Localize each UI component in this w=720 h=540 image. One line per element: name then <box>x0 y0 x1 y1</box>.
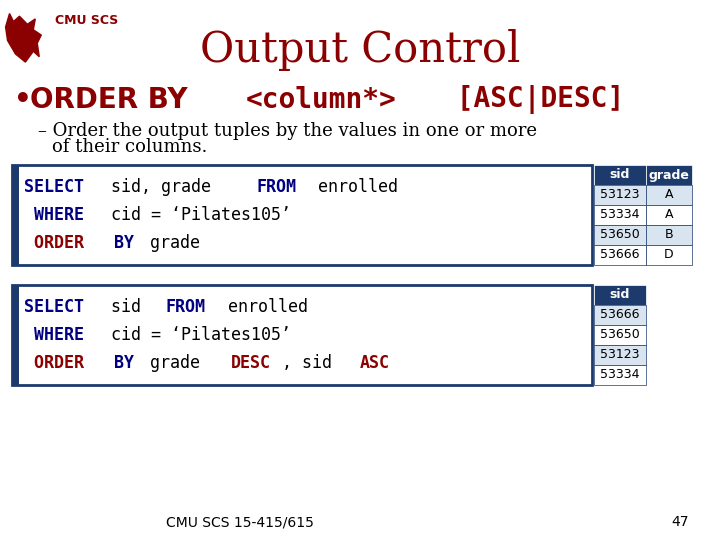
Text: sid: sid <box>610 288 630 301</box>
FancyBboxPatch shape <box>12 165 592 265</box>
Text: 47: 47 <box>671 515 689 529</box>
FancyBboxPatch shape <box>594 165 646 185</box>
FancyBboxPatch shape <box>12 165 19 265</box>
FancyBboxPatch shape <box>646 205 692 225</box>
Text: 53123: 53123 <box>600 348 640 361</box>
FancyBboxPatch shape <box>646 165 692 185</box>
Text: 53334: 53334 <box>600 368 640 381</box>
FancyBboxPatch shape <box>594 245 646 265</box>
Text: D: D <box>664 248 674 261</box>
Text: grade: grade <box>140 234 200 252</box>
FancyBboxPatch shape <box>646 245 692 265</box>
FancyBboxPatch shape <box>594 305 646 325</box>
Text: DESC: DESC <box>230 354 271 372</box>
Text: , sid: , sid <box>282 354 342 372</box>
FancyBboxPatch shape <box>594 185 646 205</box>
Text: sid: sid <box>610 168 630 181</box>
Text: cid = ‘Pilates105’: cid = ‘Pilates105’ <box>102 326 292 344</box>
Text: cid = ‘Pilates105’: cid = ‘Pilates105’ <box>102 206 292 224</box>
FancyBboxPatch shape <box>594 365 646 385</box>
Text: ORDER: ORDER <box>24 234 84 252</box>
Text: WHERE: WHERE <box>24 326 84 344</box>
Text: FROM: FROM <box>166 298 206 316</box>
FancyBboxPatch shape <box>594 285 646 305</box>
Text: SELECT: SELECT <box>24 178 84 196</box>
Text: enrolled: enrolled <box>308 178 398 196</box>
Text: •: • <box>14 86 32 114</box>
Text: B: B <box>665 228 673 241</box>
FancyBboxPatch shape <box>12 285 592 385</box>
Text: 53123: 53123 <box>600 188 640 201</box>
Text: of their columns.: of their columns. <box>52 138 207 156</box>
FancyBboxPatch shape <box>594 225 646 245</box>
Text: 53334: 53334 <box>600 208 640 221</box>
FancyBboxPatch shape <box>12 285 19 385</box>
Text: sid, grade: sid, grade <box>102 178 222 196</box>
Text: grade: grade <box>649 168 690 181</box>
FancyBboxPatch shape <box>646 185 692 205</box>
Text: 53666: 53666 <box>600 308 640 321</box>
Text: 53650: 53650 <box>600 228 640 241</box>
Text: grade: grade <box>140 354 210 372</box>
Text: BY: BY <box>114 234 135 252</box>
Text: CMU SCS: CMU SCS <box>55 14 118 27</box>
Text: A: A <box>665 188 673 201</box>
Text: WHERE: WHERE <box>24 206 84 224</box>
Text: [ASC|DESC]: [ASC|DESC] <box>441 85 624 114</box>
Text: ORDER BY: ORDER BY <box>30 86 197 114</box>
FancyBboxPatch shape <box>594 325 646 345</box>
Text: ASC: ASC <box>359 354 390 372</box>
Text: ORDER: ORDER <box>24 354 84 372</box>
Text: A: A <box>665 208 673 221</box>
Text: Output Control: Output Control <box>200 29 520 71</box>
Text: 53666: 53666 <box>600 248 640 261</box>
Text: SELECT: SELECT <box>24 298 84 316</box>
FancyBboxPatch shape <box>646 225 692 245</box>
Text: sid: sid <box>102 298 151 316</box>
FancyBboxPatch shape <box>594 345 646 365</box>
Text: 53650: 53650 <box>600 328 640 341</box>
FancyBboxPatch shape <box>594 205 646 225</box>
Text: – Order the output tuples by the values in one or more: – Order the output tuples by the values … <box>38 122 537 140</box>
Text: CMU SCS 15-415/615: CMU SCS 15-415/615 <box>166 515 314 529</box>
Text: <column*>: <column*> <box>246 86 397 114</box>
Text: enrolled: enrolled <box>217 298 307 316</box>
Text: FROM: FROM <box>256 178 296 196</box>
Text: BY: BY <box>114 354 135 372</box>
Polygon shape <box>6 14 41 62</box>
